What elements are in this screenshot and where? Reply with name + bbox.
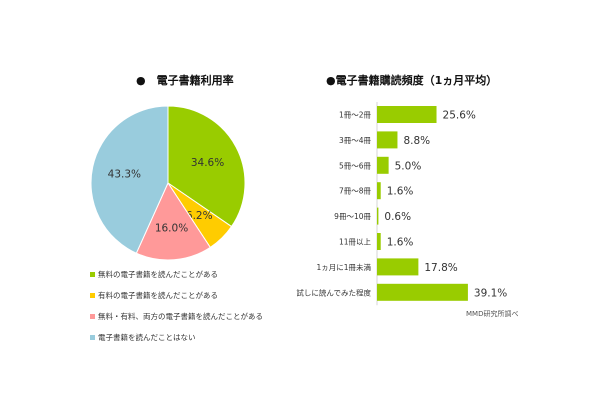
bar-category-label-5: 9冊～10冊 [334, 212, 371, 221]
legend-label: 電子書籍を読んだことはない [98, 333, 196, 342]
legend-swatch [90, 293, 95, 298]
legend-label: 無料・有料、両方の電子書籍を読んだことがある [98, 312, 263, 321]
bar-value-label-6: 1.6% [387, 237, 414, 249]
bar-category-label-2: 3冊～4冊 [339, 136, 372, 145]
pie-slice-label-4: 43.3% [108, 169, 141, 181]
bar-value-label-7: 17.8% [424, 262, 457, 274]
bar-value-label-8: 39.1% [474, 287, 507, 299]
bar-category-label-1: 1冊～2冊 [339, 111, 372, 120]
legend-swatch [90, 272, 95, 277]
bar-category-label-6: 11冊以上 [339, 238, 372, 247]
legend-label: 無料の電子書籍を読んだことがある [98, 270, 218, 279]
legend-item-4: 電子書籍を読んだことはない [90, 332, 196, 343]
bar-value-label-5: 0.6% [384, 211, 411, 223]
legend-label: 有料の電子書籍を読んだことがある [98, 291, 218, 300]
bar-category-label-4: 7冊～8冊 [339, 187, 372, 196]
bar-value-label-2: 8.8% [403, 135, 430, 147]
legend-item-1: 無料の電子書籍を読んだことがある [90, 269, 218, 280]
pie-slice-label-2: 6.2% [186, 210, 213, 222]
legend-item-3: 無料・有料、両方の電子書籍を読んだことがある [90, 311, 263, 322]
bar-6 [377, 233, 381, 250]
pie-slice-label-1: 34.6% [191, 157, 224, 169]
pie-chart-title: ● 電子書籍利用率 [136, 74, 234, 87]
bar-5 [377, 207, 379, 225]
pie-slice-label-3: 16.0% [155, 223, 188, 235]
bar-7 [377, 258, 419, 276]
legend-item-2: 有料の電子書籍を読んだことがある [90, 290, 218, 301]
bar-3 [377, 156, 389, 174]
pie-slice-1 [167, 105, 246, 228]
bar-value-label-1: 25.6% [443, 110, 476, 122]
legend-swatch [90, 335, 95, 340]
bar-value-label-3: 5.0% [395, 160, 422, 172]
bar-2 [377, 131, 398, 149]
pie-slice-3 [135, 181, 211, 261]
bar-value-label-4: 1.6% [387, 186, 414, 198]
pie-slice-4 [90, 105, 169, 254]
legend-swatch [90, 314, 95, 319]
bar-category-label-3: 5冊～6冊 [339, 161, 372, 170]
bar-chart-title: ●電子書籍購読頻度（1ヵ月平均） [326, 74, 498, 87]
bar-1 [377, 106, 437, 123]
source-note: MMD研究所調べ [466, 310, 519, 318]
bar-category-label-8: 試しに読んでみた程度 [296, 287, 371, 297]
bar-8 [377, 283, 468, 301]
bar-4 [377, 182, 381, 200]
bar-category-label-7: 1ヵ月に1冊未満 [316, 262, 371, 272]
